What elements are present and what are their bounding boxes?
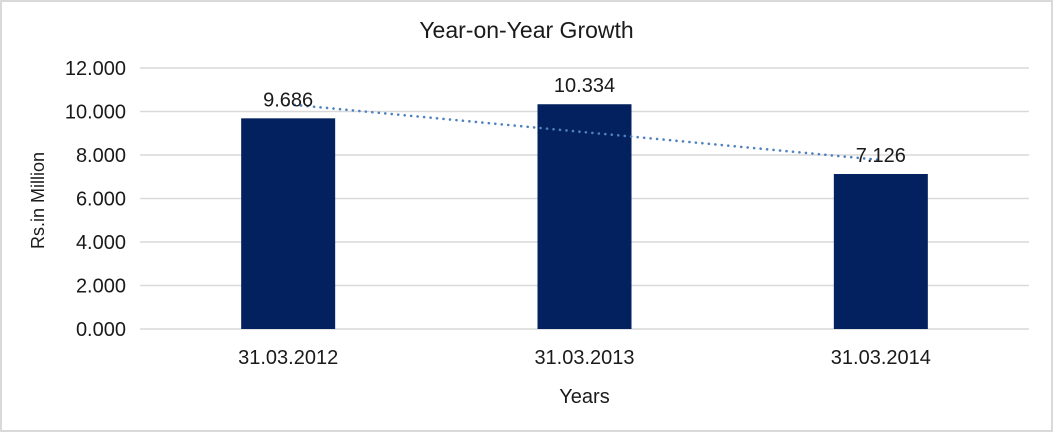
data-label: 7.126 — [856, 145, 906, 167]
chart-title: Year-on-Year Growth — [419, 17, 634, 43]
y-tick-label: 6.000 — [76, 189, 126, 211]
y-tick-label: 8.000 — [76, 145, 126, 167]
x-axis-title: Years — [559, 386, 610, 408]
y-tick-label: 4.000 — [76, 232, 126, 254]
y-tick-label: 0.000 — [76, 319, 126, 341]
bar-31.03.2013 — [537, 104, 632, 329]
bar-31.03.2014 — [833, 174, 928, 329]
data-label: 10.334 — [554, 75, 615, 97]
x-tick-label: 31.03.2014 — [831, 347, 931, 369]
y-tick-label: 12.000 — [65, 58, 126, 80]
y-tick-label: 10.000 — [65, 102, 126, 124]
bar-31.03.2012 — [241, 118, 336, 329]
data-label: 9.686 — [263, 89, 313, 111]
x-tick-label: 31.03.2013 — [534, 347, 634, 369]
x-tick-label: 31.03.2012 — [238, 347, 338, 369]
y-tick-label: 2.000 — [76, 276, 126, 298]
